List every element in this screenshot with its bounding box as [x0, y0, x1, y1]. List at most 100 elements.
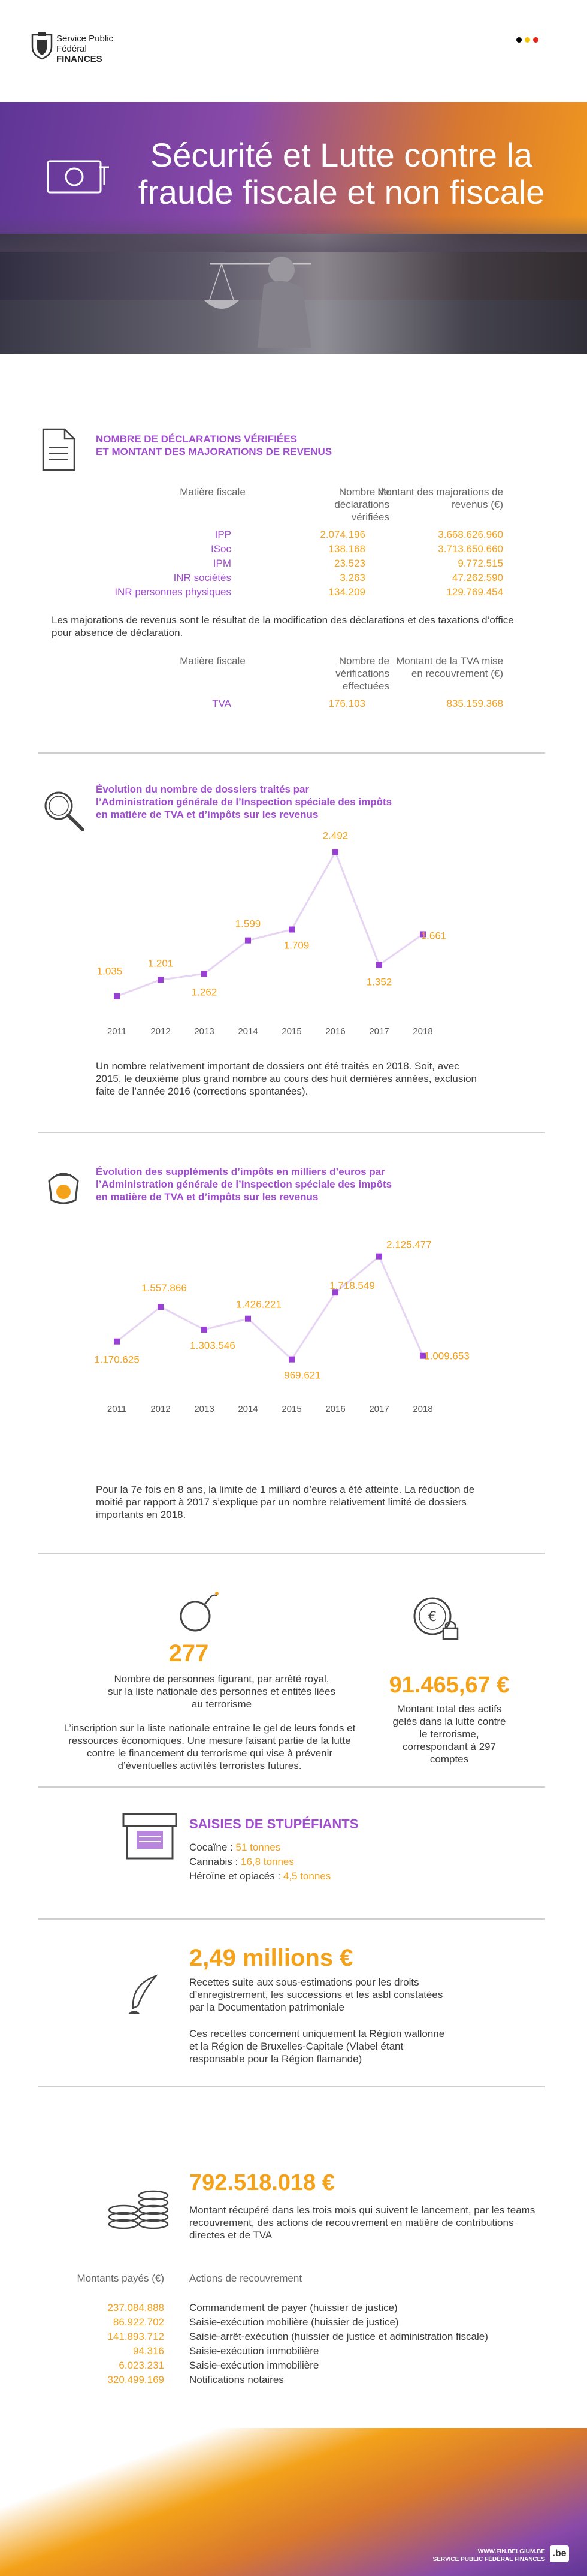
flag-dot-red: [533, 37, 538, 43]
divider: [38, 1553, 545, 1554]
terrorism-count: 277: [168, 1640, 209, 1667]
series-line: [116, 1255, 424, 1361]
row-montant: 129.769.454: [446, 586, 503, 598]
row-montant: 3.668.626.960: [438, 529, 503, 540]
recovery-row-amount: 6.023.231: [119, 2360, 164, 2371]
x-tick-label: 2015: [282, 1404, 301, 1414]
x-tick-label: 2015: [282, 1026, 301, 1037]
recovery-col-action: Actions de recouvrement: [189, 2273, 302, 2284]
row-matiere: IPM: [213, 558, 231, 569]
data-label: 1.009.653: [424, 1351, 470, 1362]
row-montant: 9.772.515: [458, 558, 503, 569]
drug-item-cocaine: Cocaïne : 51 tonnes: [189, 1842, 281, 1853]
money-icon: [47, 159, 113, 195]
col-header-montant: Montant des majorations de revenus (€): [377, 486, 503, 510]
x-tick-label: 2016: [325, 1026, 345, 1037]
svg-text:€: €: [428, 1610, 437, 1625]
x-tick-label: 2014: [238, 1404, 258, 1414]
row-montant: 47.262.590: [452, 572, 503, 583]
x-tick-label: 2018: [413, 1404, 432, 1414]
registration-amount: 2,49 millions €: [189, 1945, 353, 1971]
recovery-row-action: Saisie-exécution mobilière (huissier de …: [189, 2316, 399, 2328]
row-nombre: 3.263: [340, 572, 365, 583]
x-tick-label: 2013: [194, 1404, 214, 1414]
org-name: Service Public Fédéral FINANCES: [56, 34, 114, 64]
data-label: 2.492: [323, 830, 349, 841]
drugs-title: SAISIES DE STUPÉFIANTS: [189, 1816, 359, 1831]
hero-image-top-fade: [0, 216, 587, 252]
data-point: [245, 1315, 251, 1322]
data-label: 969.621: [284, 1370, 320, 1381]
divider: [38, 1786, 545, 1788]
logo-crest-icon: [30, 31, 54, 60]
x-tick-label: 2013: [194, 1026, 214, 1037]
terrorism-text: L’inscription sur la liste nationale ent…: [63, 1722, 356, 1771]
tva-header-matiere: Matière fiscale: [180, 655, 246, 667]
drugs-list: Cocaïne : 51 tonnes Cannabis : 16,8 tonn…: [189, 1840, 331, 1884]
data-point: [420, 1352, 426, 1359]
recovery-row-action: Commandement de payer (huissier de justi…: [189, 2302, 398, 2313]
series-line: [116, 849, 423, 998]
recovery-row-action: Saisie-exécution immobilière: [189, 2360, 319, 2371]
be-badge: .be: [550, 2545, 569, 2562]
magnifier-icon: [40, 787, 87, 834]
data-point: [289, 926, 295, 933]
col-header-matiere: Matière fiscale: [180, 486, 246, 498]
bomb-icon: [174, 1589, 222, 1637]
recovery-row-action: Saisie-arrêt-exécution (huissier de just…: [189, 2331, 488, 2342]
dossiers-text: Un nombre relativement important de doss…: [96, 1060, 477, 1097]
data-point: [201, 1326, 207, 1333]
justice-statue-icon: [192, 228, 335, 348]
footer-url[interactable]: WWW.FIN.BELGIUM.BE: [477, 2548, 545, 2555]
data-point: [376, 962, 382, 968]
data-point: [420, 931, 426, 938]
data-point: [332, 1289, 338, 1296]
recovery-row-action: Saisie-exécution immobilière: [189, 2345, 319, 2357]
recovery-row-amount: 237.084.888: [107, 2302, 164, 2313]
data-label: 2.125.477: [386, 1239, 432, 1251]
x-tick-label: 2012: [150, 1404, 170, 1414]
recovery-row-action: Notifications notaires: [189, 2374, 284, 2385]
divider: [38, 1918, 545, 1920]
data-point: [376, 1253, 382, 1260]
row-montant: 3.713.650.660: [438, 543, 503, 555]
divider: [38, 752, 545, 754]
declarations-note: Les majorations de revenus sont le résul…: [52, 614, 514, 638]
supplements-text: Pour la 7e fois en 8 ans, la limite de 1…: [96, 1484, 475, 1520]
seizure-box-icon: [120, 1809, 180, 1863]
x-tick-label: 2018: [413, 1026, 432, 1037]
terrorism-amount-desc: Montant total des actifs gelés dans la l…: [392, 1703, 506, 1765]
x-tick-label: 2012: [150, 1026, 170, 1037]
footer-org: SERVICE PUBLIC FÉDÉRAL FINANCES: [432, 2556, 545, 2563]
data-label: 1.718.549: [329, 1280, 375, 1291]
data-label: 1.599: [235, 918, 261, 930]
tva-montant: 835.159.368: [446, 698, 503, 709]
recovery-col-amount: Montants payés (€): [77, 2273, 164, 2284]
data-label: 1.709: [284, 940, 310, 951]
supplements-chart: 1.170.625 2011 1.557.866 2012 1.303.546 2013 1…: [94, 1239, 470, 1414]
data-point: [158, 977, 164, 983]
row-matiere: IPP: [214, 529, 231, 540]
recovery-row-amount: 94.316: [133, 2345, 164, 2357]
drug-item-heroin: Héroïne et opiacés : 4,5 tonnes: [189, 1870, 331, 1882]
x-tick-label: 2011: [107, 1026, 126, 1037]
row-matiere: INR sociétés: [173, 572, 231, 583]
dossiers-title: Évolution du nombre de dossiers traités …: [96, 784, 392, 820]
divider: [38, 1132, 545, 1133]
flag-dot-yellow: [525, 37, 530, 43]
recovery-row-amount: 141.893.712: [107, 2331, 164, 2342]
data-point: [245, 937, 251, 944]
row-matiere: INR personnes physiques: [114, 586, 231, 598]
row-nombre: 134.209: [328, 586, 365, 598]
terrorism-count-desc: Nombre de personnes figurant, par arrêté…: [108, 1673, 335, 1710]
recovery-row-amount: 320.499.169: [107, 2374, 164, 2385]
registration-text: Ces recettes concernent uniquement la Ré…: [189, 2028, 445, 2065]
flag-dots: [516, 35, 538, 46]
row-matiere: ISoc: [210, 543, 231, 555]
row-nombre: 2.074.196: [320, 529, 365, 540]
data-label: 1.170.625: [94, 1354, 140, 1366]
data-label: 1.201: [148, 957, 174, 969]
flag-dot-black: [516, 37, 522, 43]
data-label: 1.352: [367, 976, 392, 987]
dossiers-chart: 1.035 2011 1.201 2012 1.262 2013 1.599 2014 1.70…: [97, 830, 447, 1037]
